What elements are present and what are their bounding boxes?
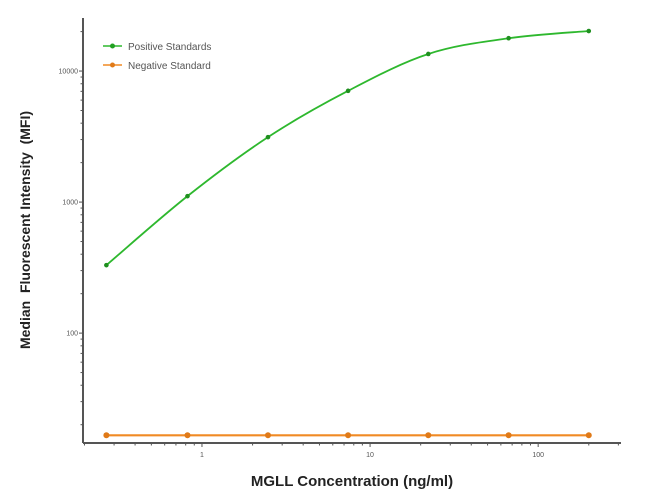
legend: Positive Standards Negative Standard <box>103 42 211 72</box>
legend-marker-negative <box>110 62 115 68</box>
legend-marker-positive <box>110 43 115 49</box>
data-point-negative <box>345 432 352 439</box>
data-point-positive <box>506 35 511 41</box>
y-axis-title: Median Fluorescent Intensity (MFI) <box>17 111 33 349</box>
x-axis-title: MGLL Concentration (ng/ml) <box>251 473 453 490</box>
axes-layer <box>82 18 621 444</box>
x-tick-label: 100 <box>532 452 544 459</box>
series-layer <box>103 28 592 439</box>
data-point-positive <box>425 51 431 57</box>
data-point-positive <box>265 134 271 140</box>
legend-label-negative: Negative Standard <box>128 61 211 72</box>
y-tick-label: 1000 <box>62 200 78 207</box>
data-point-negative <box>103 432 110 439</box>
legend-item-positive: Positive Standards <box>103 42 211 53</box>
data-point-negative <box>425 432 432 439</box>
data-point-negative <box>184 432 191 439</box>
x-tick-label: 1 <box>200 452 204 459</box>
data-point-negative <box>505 432 512 439</box>
data-point-negative <box>585 432 592 439</box>
data-point-negative <box>264 432 271 439</box>
ticks-layer: 1 10 100 100 1000 10000 <box>59 31 619 459</box>
legend-label-positive: Positive Standards <box>128 42 211 53</box>
data-point-positive <box>345 88 351 94</box>
y-tick-label: 10000 <box>59 69 79 76</box>
x-tick-label: 10 <box>366 452 374 459</box>
data-point-positive <box>104 262 109 268</box>
data-point-positive <box>586 28 592 34</box>
legend-item-negative: Negative Standard <box>103 61 211 72</box>
y-tick-label: 100 <box>66 331 78 338</box>
data-point-positive <box>185 193 190 199</box>
